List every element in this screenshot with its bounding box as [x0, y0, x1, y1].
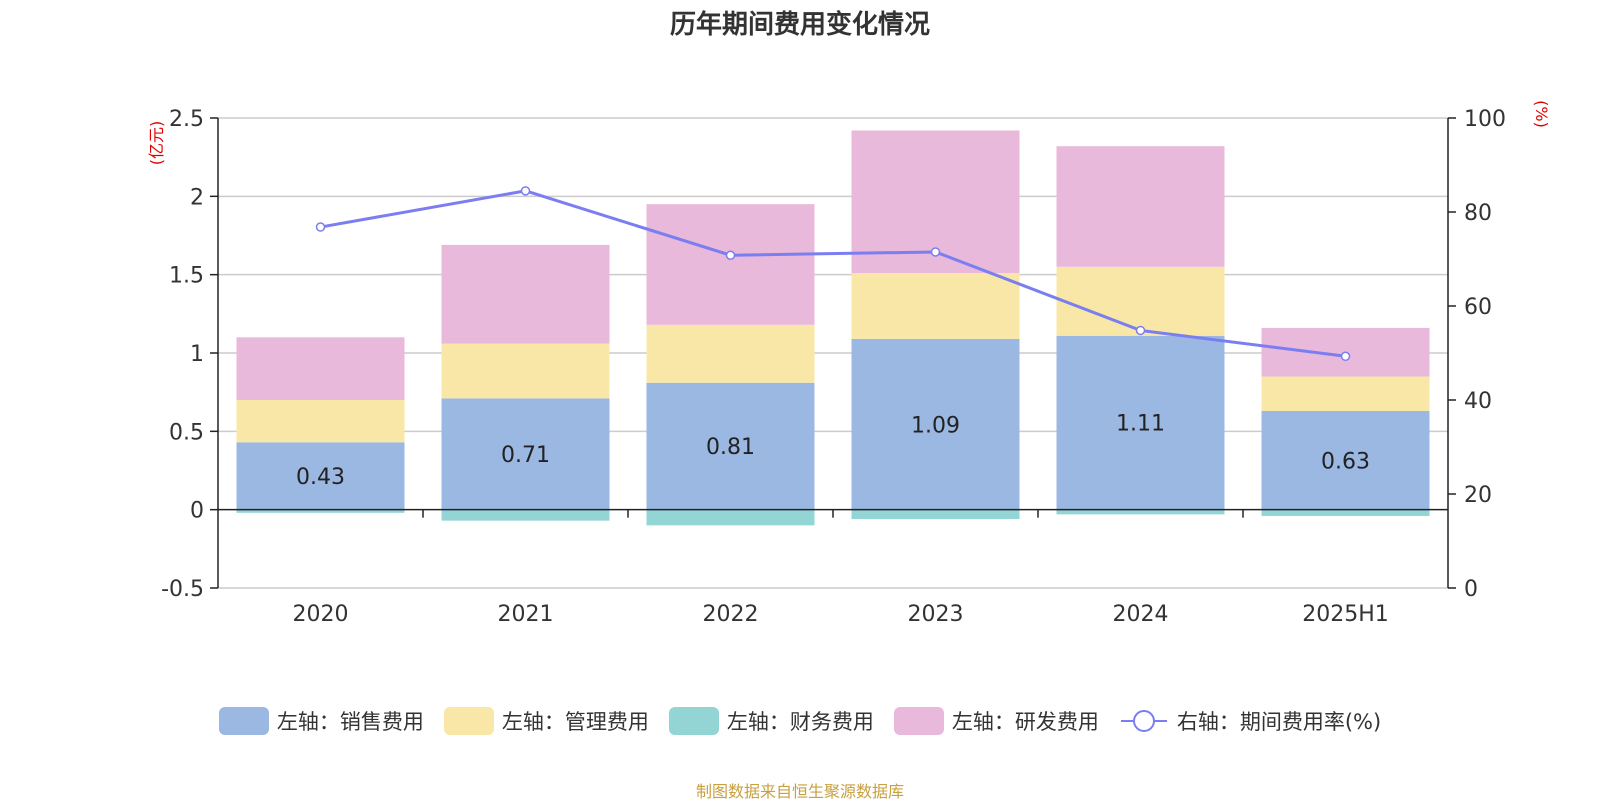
x-axis-tick-label: 2021	[498, 602, 554, 627]
bar-segment	[646, 324, 815, 383]
legend-item[interactable]: 左轴：销售费用	[218, 706, 424, 736]
bar-segment	[441, 244, 610, 344]
x-axis-tick-label: 2024	[1113, 602, 1169, 627]
left-axis-tick-label: 0	[190, 499, 204, 524]
right-axis-tick-label: 60	[1464, 295, 1492, 320]
bar-data-label: 0.43	[296, 465, 345, 490]
legend-item[interactable]: 左轴：管理费用	[443, 706, 649, 736]
legend-label: 右轴：期间费用率(%)	[1176, 710, 1382, 734]
bar-data-label: 0.63	[1321, 449, 1370, 474]
legend-item[interactable]: 右轴：期间费用率(%)	[1119, 706, 1381, 736]
right-axis-tick-label: 20	[1464, 483, 1492, 508]
x-axis-tick-label: 2023	[908, 602, 964, 627]
bar-segment	[236, 337, 405, 400]
bar-segment	[236, 509, 405, 513]
legend-label: 左轴：财务费用	[726, 710, 874, 734]
bar-segment	[1261, 509, 1430, 516]
x-axis-tick-label: 2020	[293, 602, 349, 627]
legend-line-swatch	[1120, 710, 1167, 732]
rate-point	[315, 222, 326, 232]
legend-label: 左轴：管理费用	[501, 710, 649, 734]
legend: 左轴：销售费用 左轴：管理费用 左轴：财务费用 左轴：研发费用 右轴：期间费用率(%)	[0, 706, 1600, 736]
left-axis-tick-label: 1.5	[169, 264, 204, 289]
legend-item[interactable]: 左轴：研发费用	[893, 706, 1099, 736]
bar-segment	[646, 204, 815, 325]
left-axis-tick-label: 2	[190, 185, 204, 210]
bar-segment	[441, 509, 610, 521]
bar-segment	[236, 400, 405, 443]
bar-segment	[1056, 266, 1225, 336]
source-note: 制图数据来自恒生聚源数据库	[695, 782, 904, 801]
right-axis-tick-label: 100	[1464, 107, 1506, 132]
rate-point	[1340, 351, 1351, 362]
bar-segment	[851, 338, 1020, 510]
bar-data-label: 0.71	[501, 443, 550, 468]
bar-segment	[441, 398, 610, 510]
bar-data-label: 1.11	[1116, 412, 1165, 437]
bar-segment	[646, 382, 815, 510]
bar-segment	[1056, 509, 1225, 515]
bar-data-label: 1.09	[911, 413, 960, 438]
right-axis-tick-label: 0	[1464, 577, 1478, 602]
legend-swatch	[443, 707, 494, 735]
legend-swatch	[218, 707, 269, 735]
legend-swatch	[893, 707, 944, 735]
bar-segment	[1261, 410, 1430, 510]
bar-segment	[1056, 335, 1225, 510]
chart-title: 历年期间费用变化情况	[669, 10, 930, 40]
left-axis-tick-label: 0.5	[169, 420, 204, 445]
right-axis-tick-label: 40	[1464, 389, 1492, 414]
bar-data-label: 0.81	[706, 435, 755, 460]
bar-segment	[646, 509, 815, 526]
rate-line	[320, 189, 1346, 358]
bar-segment	[1056, 146, 1225, 267]
left-axis-tick-label: 1	[190, 342, 204, 367]
bar-segment	[851, 509, 1020, 520]
bar-segment	[441, 343, 610, 399]
legend-label: 左轴：研发费用	[951, 710, 1099, 734]
rate-point	[725, 250, 736, 260]
right-axis-tick-label: 80	[1464, 201, 1492, 226]
bar-segment	[236, 442, 405, 510]
left-axis-unit: (亿元)	[147, 121, 166, 166]
bar-segment	[851, 273, 1020, 339]
legend-swatch	[668, 707, 719, 735]
right-axis-unit: (%)	[1532, 100, 1551, 128]
rate-point	[1135, 325, 1146, 336]
left-axis-tick-label: -0.5	[161, 577, 204, 602]
rate-point	[520, 186, 531, 196]
legend-label: 左轴：销售费用	[276, 710, 424, 734]
x-axis-tick-label: 2025H1	[1302, 602, 1389, 627]
x-axis-tick-label: 2022	[703, 602, 759, 627]
bar-segment	[1261, 376, 1430, 411]
left-axis-tick-label: 2.5	[169, 107, 204, 132]
legend-item[interactable]: 左轴：财务费用	[668, 706, 874, 736]
rate-point	[930, 247, 941, 257]
